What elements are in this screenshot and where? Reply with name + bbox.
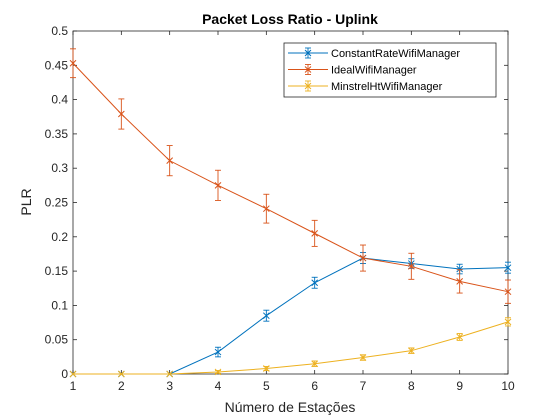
data-point <box>456 333 464 341</box>
y-tick-label: 0.3 <box>51 161 68 175</box>
legend-item: IdealWifiManager <box>288 64 417 77</box>
y-axis-label: PLR <box>18 188 34 215</box>
point-marker <box>311 279 319 287</box>
legend-swatch-marker <box>304 82 312 90</box>
series-line <box>72 62 509 293</box>
data-point <box>504 317 512 327</box>
data-point <box>407 252 415 280</box>
x-axis-ticks: 1 2 3 4 5 6 7 8 9 10 <box>70 31 515 393</box>
x-tick-label: 5 <box>263 379 270 393</box>
point-marker <box>117 110 125 118</box>
x-tick-label: 7 <box>360 379 367 393</box>
data-point <box>456 269 464 294</box>
point-marker <box>69 59 77 67</box>
point-marker <box>359 254 367 262</box>
plot-series <box>69 48 512 378</box>
data-point <box>166 145 174 177</box>
point-marker <box>407 347 415 355</box>
y-tick-label: 0.05 <box>45 333 69 347</box>
point-marker <box>262 312 270 320</box>
x-tick-label: 4 <box>215 379 222 393</box>
series-ConstantRateWifiManager <box>69 252 512 378</box>
legend-item: MinstrelHtWifiManager <box>288 80 443 93</box>
y-tick-label: 0 <box>61 367 68 381</box>
series-MinstrelHtWifiManager <box>69 317 512 378</box>
data-point <box>311 219 319 247</box>
legend-item: ConstantRateWifiManager <box>288 47 460 60</box>
x-tick-label: 3 <box>166 379 173 393</box>
data-point <box>311 360 319 368</box>
data-point <box>504 279 512 304</box>
y-tick-label: 0.25 <box>45 196 69 210</box>
data-point <box>69 48 77 79</box>
point-marker <box>214 348 222 356</box>
x-tick-label: 8 <box>408 379 415 393</box>
legend-label: MinstrelHtWifiManager <box>331 81 443 93</box>
point-marker <box>504 318 512 326</box>
chart-title: Packet Loss Ratio - Uplink <box>202 11 378 27</box>
data-point <box>504 261 512 274</box>
y-tick-label: 0.1 <box>51 298 68 312</box>
legend-swatch-marker <box>304 49 312 57</box>
data-point <box>214 368 222 376</box>
data-point <box>359 244 367 272</box>
point-marker <box>504 288 512 296</box>
y-tick-label: 0.2 <box>51 230 68 244</box>
data-point <box>117 98 125 130</box>
point-marker <box>262 205 270 213</box>
data-point <box>214 169 222 201</box>
data-point <box>311 276 319 289</box>
legend: ConstantRateWifiManager IdealWifiManager M… <box>283 42 497 98</box>
series-line <box>73 257 509 375</box>
x-axis-label: Número de Estações <box>225 399 356 415</box>
legend-label: ConstantRateWifiManager <box>331 48 460 60</box>
data-point <box>262 193 270 224</box>
series-line <box>73 321 509 375</box>
point-marker <box>407 262 415 270</box>
data-point <box>69 370 77 378</box>
point-marker <box>69 370 77 378</box>
series-IdealWifiManager <box>69 48 512 304</box>
point-marker <box>166 370 174 378</box>
y-tick-label: 0.4 <box>51 93 68 107</box>
x-tick-label: 6 <box>311 379 318 393</box>
legend-swatch-marker <box>304 66 312 73</box>
data-point <box>117 370 125 378</box>
data-point <box>262 309 270 322</box>
point-marker <box>214 368 222 376</box>
x-tick-label: 2 <box>118 379 125 393</box>
x-tick-label: 1 <box>70 379 77 393</box>
y-tick-label: 0.5 <box>51 24 68 38</box>
data-point <box>166 370 174 378</box>
point-marker <box>214 181 222 189</box>
data-point <box>262 365 270 372</box>
point-marker <box>456 278 464 285</box>
y-axis-ticks: 0 0.05 0.1 0.15 0.2 0.25 0.3 0.35 0.4 0.45 0.5 <box>45 24 508 381</box>
point-marker <box>311 360 319 368</box>
point-marker <box>311 230 319 237</box>
point-marker <box>359 354 367 361</box>
point-marker <box>456 265 464 273</box>
data-point <box>359 354 367 361</box>
y-tick-label: 0.15 <box>45 264 69 278</box>
data-point <box>214 346 222 358</box>
x-tick-label: 9 <box>456 379 463 393</box>
point-marker <box>504 264 512 272</box>
point-marker <box>166 157 174 165</box>
point-marker <box>117 370 125 378</box>
data-point <box>407 347 415 355</box>
point-marker <box>456 333 464 341</box>
legend-label: IdealWifiManager <box>331 65 417 77</box>
x-tick-label: 10 <box>501 379 515 393</box>
point-marker <box>262 365 270 372</box>
y-tick-label: 0.45 <box>45 58 69 72</box>
y-tick-label: 0.35 <box>45 127 69 141</box>
